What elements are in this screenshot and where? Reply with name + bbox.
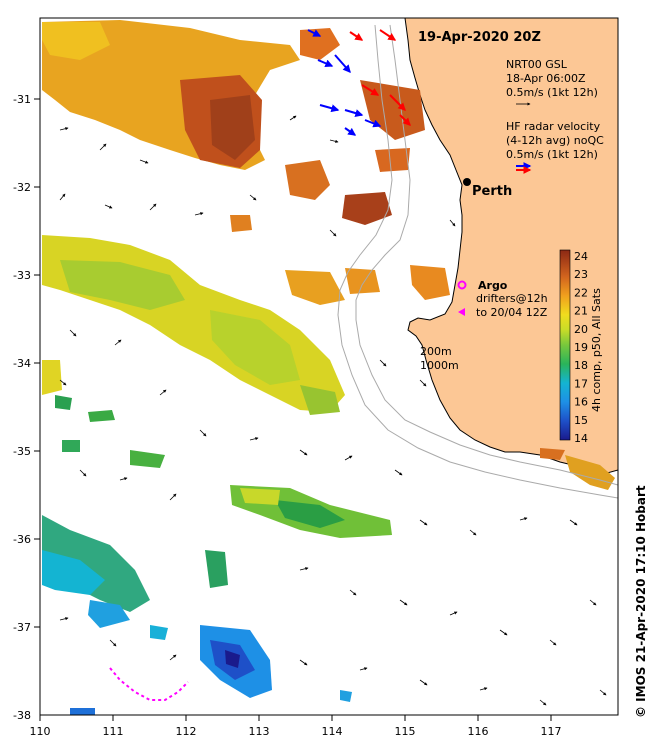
hf-legend-line1: HF radar velocity bbox=[506, 120, 601, 133]
drifter-marker bbox=[458, 308, 465, 316]
y-tick-label: -32 bbox=[13, 181, 31, 194]
x-tick-label: 112 bbox=[176, 725, 197, 738]
y-tick-label: -36 bbox=[13, 533, 31, 546]
colorbar-tick-label: 20 bbox=[574, 323, 588, 336]
hf-legend-line3: 0.5m/s (1kt 12h) bbox=[506, 148, 598, 161]
y-tick-label: -34 bbox=[13, 357, 31, 370]
gsl-legend-line3: 0.5m/s (1kt 12h) bbox=[506, 86, 598, 99]
colorbar-tick-label: 22 bbox=[574, 286, 588, 299]
drifters-legend-line2: to 20/04 12Z bbox=[476, 306, 548, 319]
perth-marker bbox=[463, 178, 471, 186]
bathymetry-contours bbox=[337, 24, 618, 499]
x-tick-label: 115 bbox=[395, 725, 416, 738]
hf-legend-line2: (4-12h avg) noQC bbox=[506, 134, 604, 147]
colorbar bbox=[559, 249, 571, 441]
colorbar-label: 4h comp, p50, All Sats bbox=[590, 288, 603, 412]
x-tick-label: 111 bbox=[103, 725, 124, 738]
plot-border bbox=[39, 17, 619, 716]
gsl-current-arrows bbox=[59, 115, 607, 706]
colorbar-ticks: 14 15 16 17 18 19 20 21 22 23 24 bbox=[574, 250, 588, 445]
x-tick-label: 117 bbox=[541, 725, 562, 738]
axis-tick-marks bbox=[34, 98, 552, 721]
y-tick-label: -31 bbox=[13, 93, 31, 106]
map-title: 19-Apr-2020 20Z bbox=[418, 30, 541, 45]
colorbar-tick-label: 16 bbox=[574, 396, 588, 409]
hf-radar-vectors bbox=[307, 29, 411, 136]
y-tick-label: -38 bbox=[13, 709, 31, 722]
colorbar-tick-label: 24 bbox=[574, 250, 588, 263]
sst-patches bbox=[42, 20, 615, 715]
y-tick-label: -33 bbox=[13, 269, 31, 282]
perth-label: Perth bbox=[472, 184, 512, 199]
gsl-legend-line1: NRT00 GSL bbox=[506, 58, 568, 71]
gsl-legend-line2: 18-Apr 06:00Z bbox=[506, 72, 586, 85]
argo-legend-label: Argo bbox=[478, 279, 508, 292]
y-tick-label: -35 bbox=[13, 445, 31, 458]
argo-float-marker bbox=[457, 280, 467, 290]
colorbar-tick-label: 15 bbox=[574, 414, 588, 427]
contour-label-200m: 200m bbox=[420, 345, 452, 358]
x-tick-label: 114 bbox=[322, 725, 343, 738]
credit-text: © IMOS 21-Apr-2020 17:10 Hobart bbox=[634, 485, 648, 718]
colorbar-tick-label: 14 bbox=[574, 432, 588, 445]
colorbar-tick-label: 23 bbox=[574, 268, 588, 281]
contour-label-1000m: 1000m bbox=[420, 359, 459, 372]
colorbar-tick-label: 21 bbox=[574, 305, 588, 318]
x-tick-label: 116 bbox=[468, 725, 489, 738]
x-tick-label: 113 bbox=[249, 725, 270, 738]
colorbar-tick-label: 18 bbox=[574, 359, 588, 372]
drifters-legend-line1: drifters@12h bbox=[476, 292, 548, 305]
y-tick-label: -37 bbox=[13, 621, 31, 634]
colorbar-tick-label: 17 bbox=[574, 377, 588, 390]
colorbar-tick-label: 19 bbox=[574, 341, 588, 354]
x-tick-label: 110 bbox=[30, 725, 51, 738]
